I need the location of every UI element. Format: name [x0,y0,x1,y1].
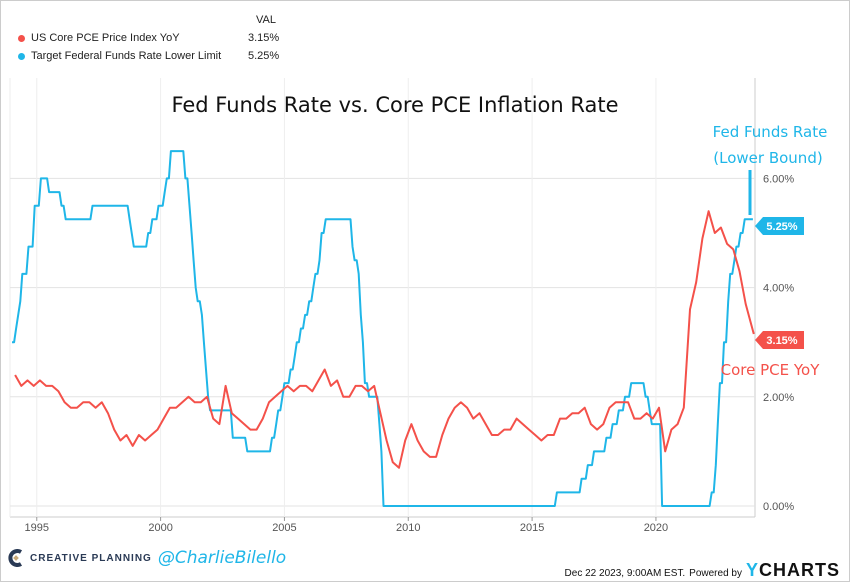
x-tick-label: 1995 [25,522,49,534]
twitter-handle[interactable]: @CharlieBilello [157,548,287,568]
ycharts-text: CHARTS [759,560,840,580]
x-tick-label: 2010 [396,522,420,534]
fed-funds-line [12,150,753,507]
legend-item-pce[interactable]: US Core PCE Price Index YoY 3.15% [18,32,279,44]
pce-dot-icon [18,34,25,42]
x-tick-label: 2015 [520,522,544,534]
creative-planning-logo-icon [8,549,23,567]
footer-branding: CREATIVE PLANNING @CharlieBilello [8,548,286,568]
chart-title: Fed Funds Rate vs. Core PCE Inflation Ra… [171,93,618,117]
y-tick-label: 0.00% [763,501,794,513]
core-pce-line [14,210,755,469]
legend-value: 5.25% [248,50,280,62]
ycharts-y: Y [745,560,759,580]
fed-annotation-line2: (Lower Bound) [713,149,822,167]
legend-item-fed[interactable]: Target Federal Funds Rate Lower Limit 5.… [18,50,279,62]
fed-dot-icon [18,52,25,60]
pce-last-value: 3.15% [766,335,797,347]
footer-source: Dec 22 2023, 9:00AM EST. Powered by YCHA… [565,560,840,581]
fed-annotation-line1: Fed Funds Rate [713,123,828,141]
legend-label: Target Federal Funds Rate Lower Limit [31,50,222,62]
x-tick-label: 2020 [644,522,668,534]
x-tick-label: 2000 [148,522,172,534]
ycharts-logo[interactable]: YCHARTS [746,560,840,581]
pce-annotation: Core PCE YoY [721,361,821,379]
legend-label: US Core PCE Price Index YoY [31,32,180,44]
x-tick-label: 2005 [272,522,296,534]
fed-last-value-flag: 5.25% [755,217,804,235]
y-tick-label: 4.00% [763,283,794,295]
legend-value: 3.15% [248,32,280,44]
powered-by: Powered by [689,568,742,579]
y-tick-label: 2.00% [763,392,794,404]
fed-last-value: 5.25% [766,221,797,233]
y-tick-label: 6.00% [763,173,794,185]
timestamp: Dec 22 2023, 9:00AM EST. [564,568,686,579]
legend-header: VAL [256,14,276,26]
pce-last-value-flag: 3.15% [755,331,804,349]
brand-name: CREATIVE PLANNING [30,552,152,564]
